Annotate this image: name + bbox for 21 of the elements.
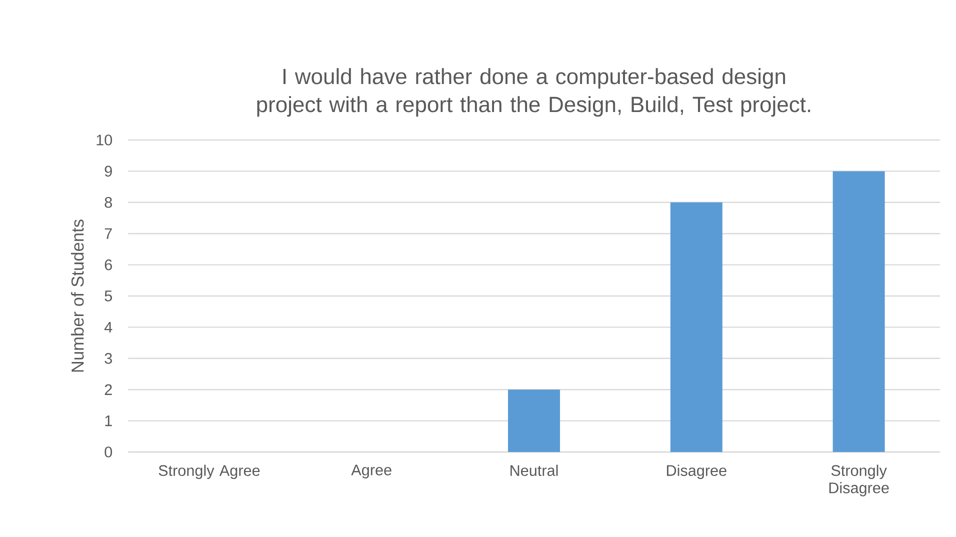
y-axis-title: Number of Students (71, 220, 84, 372)
y-tick-label: 10 (96, 134, 112, 146)
x-tick-label: Disagree (666, 464, 726, 479)
y-tick-label: 9 (104, 166, 112, 177)
x-tick-label: Strongly Agree (158, 464, 260, 479)
bar (670, 202, 722, 452)
y-tick-label: 0 (104, 446, 112, 458)
y-tick-label: 5 (104, 290, 112, 302)
y-tick-label: 1 (105, 416, 112, 426)
x-tick-label: Agree (351, 464, 392, 478)
bar (508, 390, 560, 452)
y-tick-label: 6 (104, 259, 112, 270)
chart-title: I would have rather done a computer-based design project with a report than the Design, Build, Test project. (257, 68, 810, 117)
y-tick-label: 4 (104, 322, 112, 332)
y-tick-label: 7 (104, 228, 112, 239)
y-tick-label: 3 (104, 352, 112, 364)
y-tick-label: 8 (104, 196, 112, 208)
y-tick-label: 2 (104, 384, 112, 395)
x-tick-label: Neutral (510, 464, 558, 476)
bar (832, 171, 885, 452)
x-tick-label: Strongly Disagree (829, 464, 889, 496)
